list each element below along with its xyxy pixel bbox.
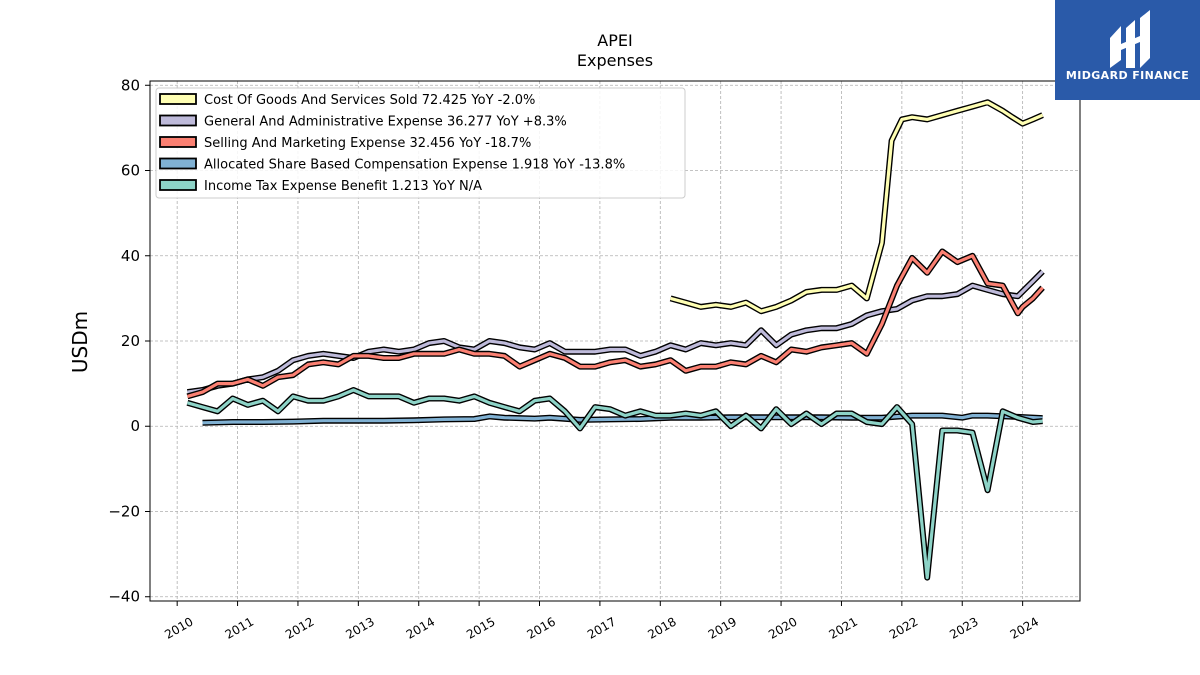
chart-subtitle: Expenses xyxy=(576,51,654,70)
y-tick-label: −40 xyxy=(108,588,140,606)
x-tick-label: 2014 xyxy=(404,614,437,641)
legend-entry-label: General And Administrative Expense 36.27… xyxy=(204,115,567,130)
x-tick-label: 2020 xyxy=(766,614,799,641)
logo-text: MIDGARD FINANCE xyxy=(1065,69,1190,82)
series-line-outline xyxy=(186,248,1045,400)
x-tick-label: 2015 xyxy=(464,614,497,641)
x-tick-label: 2019 xyxy=(706,614,739,641)
y-tick-label: 0 xyxy=(130,417,140,435)
logo-mark-icon xyxy=(1110,10,1150,68)
series-line xyxy=(187,270,1044,394)
legend-frame xyxy=(155,87,686,199)
x-tick-label: 2011 xyxy=(223,614,256,641)
legend-swatch xyxy=(159,157,197,170)
x-tick-label: 2016 xyxy=(525,614,558,641)
y-tick-label: 40 xyxy=(121,247,140,265)
y-tick-label: −20 xyxy=(108,502,140,520)
series-line xyxy=(186,249,1044,398)
x-tick-label: 2021 xyxy=(827,614,860,641)
x-tick-label: 2022 xyxy=(887,614,920,641)
y-tick-label: 20 xyxy=(121,332,140,350)
x-tick-label: 2017 xyxy=(585,614,618,641)
series-2 xyxy=(186,269,1045,396)
legend-entry-label: Selling And Marketing Expense 32.456 YoY… xyxy=(204,136,531,151)
y-axis: 80 60 40 20 0 −20 −40 xyxy=(108,76,150,606)
series-line xyxy=(202,414,1043,425)
x-tick-label: 2018 xyxy=(645,614,678,641)
series-line-outline xyxy=(186,269,1045,396)
series-lines xyxy=(186,99,1045,581)
x-tick-label: 2010 xyxy=(162,614,195,641)
x-tick-label: 2013 xyxy=(343,614,376,641)
legend-swatch xyxy=(159,179,197,191)
y-tick-label: 60 xyxy=(121,162,140,180)
series-line xyxy=(186,388,1043,580)
legend: Cost Of Goods And Services Sold 72.425 Y… xyxy=(155,87,686,199)
x-tick-label: 2012 xyxy=(283,614,316,641)
legend-swatch xyxy=(159,114,197,127)
y-tick-label: 80 xyxy=(121,76,140,94)
legend-entry-label: Income Tax Expense Benefit 1.213 YoY N/A xyxy=(204,179,482,194)
legend-swatch xyxy=(159,136,197,148)
series-5 xyxy=(186,387,1043,581)
legend-swatch xyxy=(159,93,197,105)
legend-entry-label: Allocated Share Based Compensation Expen… xyxy=(204,158,625,173)
x-axis: 2010 2011 2012 2013 2014 2015 2016 2017 2018 2019… xyxy=(162,601,1041,642)
brand-logo: MIDGARD FINANCE xyxy=(1055,0,1200,100)
series-3 xyxy=(186,248,1045,400)
x-tick-label: 2024 xyxy=(1008,614,1041,641)
legend-entry-label: Cost Of Goods And Services Sold 72.425 Y… xyxy=(204,93,535,108)
series-4 xyxy=(202,412,1043,426)
chart-title: APEI xyxy=(597,31,633,50)
series-1 xyxy=(669,99,1044,315)
x-tick-label: 2023 xyxy=(947,614,980,641)
series-line xyxy=(670,100,1044,313)
y-axis-label: USDm xyxy=(68,311,92,373)
